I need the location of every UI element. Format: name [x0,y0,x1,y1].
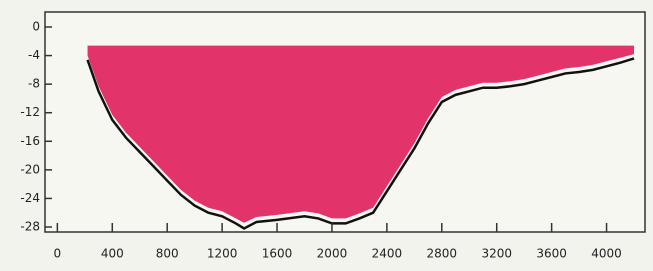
y-tick-label: -8 [28,77,40,91]
y-tick-label: -24 [20,191,40,205]
y-tick-label: -16 [20,134,40,148]
y-tick-label: -4 [28,48,40,62]
x-tick-label: 2000 [317,247,348,261]
y-tick-label: -12 [20,105,40,119]
x-tick-label: 2800 [427,247,458,261]
x-tick-label: 800 [156,247,179,261]
x-tick-label: 3600 [536,247,567,261]
x-tick-label: 1600 [262,247,293,261]
x-tick-label: 400 [101,247,124,261]
x-tick-label: 4000 [591,247,622,261]
x-tick-label: 1200 [207,247,238,261]
x-tick-label: 0 [54,247,62,261]
chart: 0 -4 -8 -12 -16 -20 -24 -28 0 400 800 1200 1600 2000 2… [0,0,653,271]
x-tick-label: 3200 [481,247,512,261]
y-tick-label: -28 [20,220,40,234]
y-tick-label: 0 [32,20,40,34]
y-tick-label: -20 [20,162,40,176]
x-tick-label: 2400 [372,247,403,261]
